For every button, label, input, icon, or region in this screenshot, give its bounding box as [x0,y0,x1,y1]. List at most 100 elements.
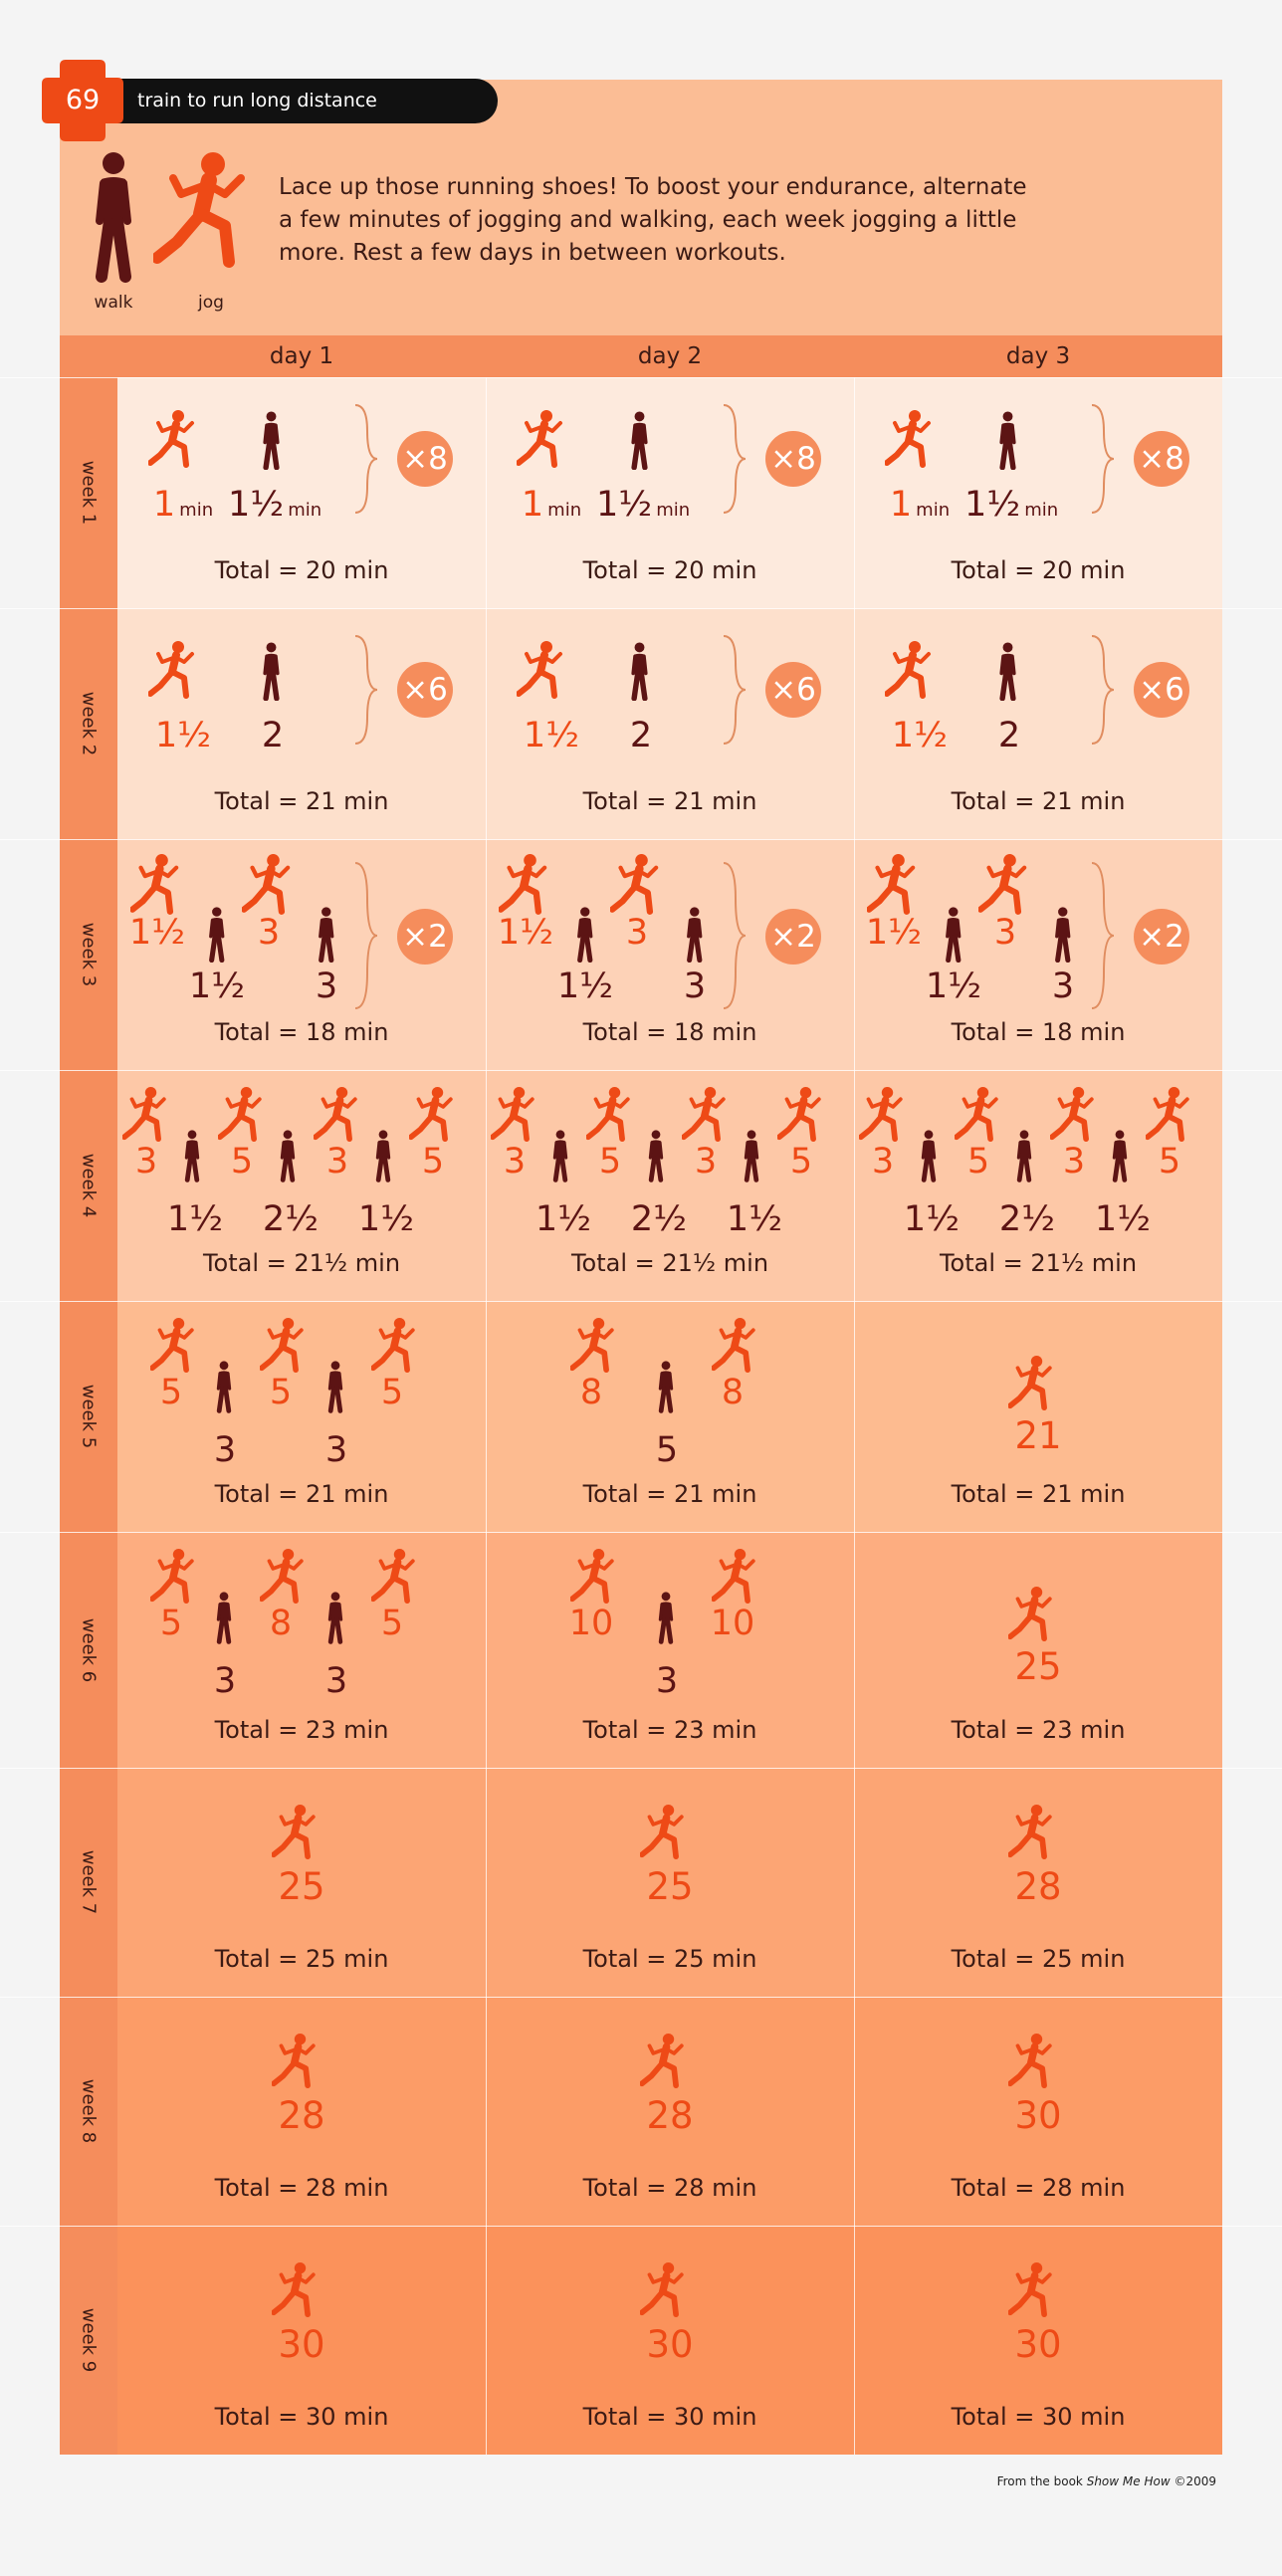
minutes-number: 5 [230,1142,254,1181]
jog-icon [610,853,663,916]
total-minutes: Total = 30 min [582,2403,757,2431]
jog-icon [885,409,935,469]
total-minutes: Total = 18 min [582,1018,757,1046]
jog-icon [682,1086,730,1143]
jog-minutes-value: 30 [993,2325,1083,2365]
walk-minutes-value: 1½ [150,1199,240,1239]
minutes-unit: min [1024,500,1059,521]
walk-minutes-value: 1½ [710,1199,799,1239]
minutes-number: 1½ [865,913,923,953]
minutes-number: 1½ [903,1199,961,1239]
week-row: week 2 1½ 2 ×6 Total = 21 min 1½ 2 ×6 Total = … [60,608,1222,839]
jog-icon [409,1086,457,1143]
walk-icon [682,907,708,964]
week-label: week 1 [78,460,100,526]
walk-legend-label: walk [94,293,133,313]
walk-icon [180,1130,204,1182]
jog-icon [1008,2033,1056,2089]
total-minutes: Total = 21½ min [570,1249,769,1277]
workout-cell: 1½ 1½ 3 3 ×2 Total = 18 min [855,839,1221,1070]
minutes-number: 25 [278,1865,325,1908]
credit-book-title: Show Me How [1086,2474,1171,2488]
walk-icon [548,1130,572,1182]
week-label: week 8 [78,2078,100,2144]
minutes-number: 2 [261,716,285,755]
minutes-number: 1 [889,485,913,525]
jog-icon [1008,2261,1056,2318]
column-divider [486,839,487,1070]
jog-minutes-value: 5 [565,1142,655,1181]
jog-minutes-value: 21 [993,1416,1083,1456]
jog-icon [570,1317,618,1374]
total-minutes: Total = 21 min [214,1480,389,1508]
walk-minutes-value: 3 [1018,966,1108,1006]
workout-cell: 5 3 8 3 5 Total = 23 min [118,1532,485,1768]
jog-minutes-value: 5 [388,1142,478,1181]
workout-cell: 25 Total = 25 min [487,1768,853,1997]
total-minutes: Total = 21 min [582,787,757,815]
column-divider [854,1768,855,1997]
minutes-number: 30 [1014,2094,1062,2137]
repeat-count-badge: ×8 [1134,431,1189,487]
jog-minutes-value: 25 [625,1867,715,1907]
walk-minutes-value: 3 [282,966,371,1006]
jog-minutes-value: 1½ [138,716,228,755]
week-label: week 5 [78,1384,100,1449]
minutes-number: 2½ [998,1199,1056,1239]
walk-icon [917,1130,941,1182]
row-divider [0,1301,1282,1302]
jog-minutes-value: 5 [197,1142,287,1181]
total-minutes: Total = 21 min [951,787,1126,815]
jog-icon [640,2261,688,2318]
jog-minutes-value: 28 [257,2096,346,2136]
minutes-number: 8 [579,1373,603,1412]
jog-minutes-value: 5 [934,1142,1023,1181]
repeat-brace [1090,403,1116,515]
walk-icon [314,907,339,964]
column-divider [854,1532,855,1768]
workout-cell: 1½ 1½ 3 3 ×2 Total = 18 min [487,839,853,1070]
minutes-number: 1½ [497,913,554,953]
minutes-number: 21 [1014,1414,1062,1457]
walk-minutes-value: 2½ [982,1199,1072,1239]
jog-icon [885,640,935,700]
minutes-number: 1½ [534,1199,592,1239]
jog-icon [371,1548,419,1605]
week-label-strip: week 4 [60,1070,117,1301]
jog-icon [517,409,566,469]
jog-icon [586,1086,634,1143]
jog-minutes-value: 1½ [849,913,939,953]
week-label: week 6 [78,1617,100,1682]
jog-minutes-value: 8 [546,1373,636,1412]
row-divider [0,608,1282,609]
week-label: week 3 [78,922,100,987]
workout-cell: 28 Total = 28 min [487,1997,853,2226]
week-label-strip: week 8 [60,1997,117,2226]
jog-icon [314,1086,361,1143]
minutes-number: 3 [503,1142,527,1181]
walk-minutes-value: 3 [180,1430,270,1470]
jog-icon [1146,1086,1193,1143]
minutes-number: 3 [134,1142,158,1181]
jog-legend-label: jog [198,293,224,313]
page-number-badge: 69 [42,60,123,141]
minutes-number: 3 [655,1661,679,1701]
workout-cell: 30 Total = 30 min [118,2226,485,2455]
jog-icon [260,1317,308,1374]
walk-minutes-value: 2 [228,716,318,755]
workout-cell: 3 1½ 5 2½ 3 1½ 5 Total = 21½ min [487,1070,853,1301]
row-divider [0,2226,1282,2227]
jog-icon [1050,1086,1098,1143]
walk-minutes-value: 1½ [909,966,998,1006]
total-minutes: Total = 18 min [214,1018,389,1046]
jog-minutes-value: 5 [126,1373,216,1412]
jog-icon [640,1804,688,1860]
workout-cell: 1 min 1½ min ×8 Total = 20 min [118,377,485,608]
jog-minutes-value: 3 [102,1142,191,1181]
column-divider [486,2226,487,2455]
minutes-number: 3 [1051,966,1075,1006]
workout-cell: 1½ 2 ×6 Total = 21 min [118,608,485,839]
repeat-brace [1090,861,1116,1010]
week-label: week 2 [78,691,100,756]
jog-icon [499,853,551,916]
